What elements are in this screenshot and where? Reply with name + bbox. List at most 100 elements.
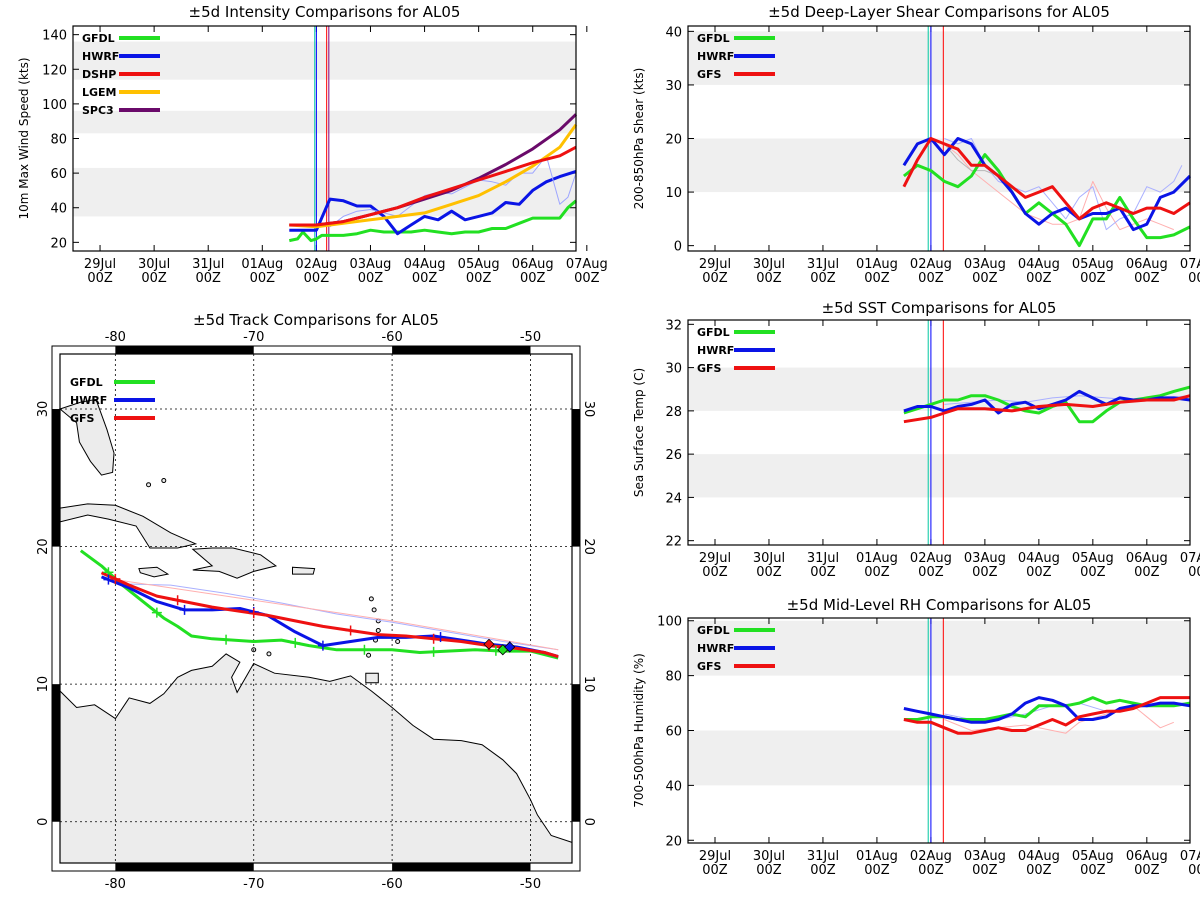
chart-title: ±5d Deep-Layer Shear Comparisons for AL0… (768, 3, 1110, 21)
y-tick-label: 80 (50, 133, 67, 148)
lat-tick-label: 0 (36, 818, 51, 826)
land-puerto-rico (292, 566, 316, 575)
x-tick-sublabel: 00Z (756, 271, 782, 286)
x-tick-sublabel: 00Z (702, 863, 728, 878)
series-line-gfs (902, 137, 1191, 221)
lon-tick-label: -80 (105, 877, 126, 892)
y-tick-label: 26 (665, 448, 682, 463)
map-frame (59, 353, 573, 864)
x-tick-label: 31Jul (807, 257, 839, 272)
series-line-gfdl (288, 199, 577, 243)
x-tick-label: 01Aug (241, 257, 283, 272)
x-tick-label: 07Aug (1180, 257, 1200, 272)
land-florida (58, 398, 115, 476)
lat-tick-label: 30 (581, 401, 596, 418)
y-tick-label: 120 (42, 63, 67, 78)
y-tick-label: 40 (665, 779, 682, 794)
x-tick-sublabel: 00Z (1134, 271, 1160, 286)
series-line-dshp (289, 145, 577, 227)
x-tick-sublabel: 00Z (87, 271, 113, 286)
y-tick-label: 28 (665, 405, 682, 420)
land-south-america (59, 653, 573, 864)
lat-tick-label: 10 (36, 676, 51, 693)
series-line-hwrf (289, 169, 577, 236)
legend-label: GFDL (82, 32, 115, 45)
x-tick-sublabel: 00Z (810, 565, 836, 580)
shade-band (688, 454, 1190, 498)
y-tick-label: 100 (657, 615, 682, 630)
land-cuba (59, 503, 198, 549)
lat-tick-label: 20 (581, 538, 596, 555)
x-tick-sublabel: 00Z (466, 271, 492, 286)
x-tick-sublabel: 00Z (520, 271, 546, 286)
lon-tick-label: -70 (243, 877, 264, 892)
x-tick-label: 05Aug (458, 257, 500, 272)
map-border-segment (572, 684, 580, 822)
x-tick-sublabel: 00Z (1188, 565, 1200, 580)
lat-tick-label: 10 (581, 676, 596, 693)
x-tick-label: 01Aug (856, 551, 898, 566)
lon-tick-label: -60 (381, 330, 402, 345)
x-tick-label: 07Aug (566, 257, 608, 272)
x-tick-sublabel: 00Z (756, 863, 782, 878)
x-tick-label: 05Aug (1072, 849, 1114, 864)
map-border-segment (115, 346, 254, 354)
track-chart: ±5d Track Comparisons for AL05 -80 -80 -70 -… (36, 311, 596, 892)
lat-tick-label: 0 (581, 818, 596, 826)
x-tick-sublabel: 00Z (810, 271, 836, 286)
y-tick-label: 60 (665, 725, 682, 740)
legend-label: LGEM (82, 86, 117, 99)
lon-tick-label: -60 (381, 877, 402, 892)
x-tick-label: 31Jul (192, 257, 224, 272)
x-tick-sublabel: 00Z (1134, 863, 1160, 878)
legend-label: DSHP (82, 68, 116, 81)
y-tick-label: 20 (665, 133, 682, 148)
x-tick-sublabel: 00Z (1026, 565, 1052, 580)
x-tick-sublabel: 00Z (918, 863, 944, 878)
x-tick-sublabel: 00Z (1080, 565, 1106, 580)
y-tick-label: 30 (665, 79, 682, 94)
y-axis-label: 200-850hPa Shear (kts) (632, 68, 646, 210)
map-border-segment (572, 409, 580, 547)
x-tick-sublabel: 00Z (972, 863, 998, 878)
y-tick-label: 0 (674, 240, 682, 255)
x-tick-sublabel: 00Z (141, 271, 167, 286)
x-tick-label: 04Aug (1018, 551, 1060, 566)
x-tick-sublabel: 00Z (1026, 271, 1052, 286)
land-small-island (395, 639, 401, 645)
track-line-gfs-prev (115, 579, 559, 651)
legend-label: GFS (697, 660, 722, 673)
x-tick-label: 02Aug (910, 849, 952, 864)
y-tick-label: 40 (50, 202, 67, 217)
x-tick-label: 07Aug (1180, 551, 1200, 566)
chart-title: ±5d SST Comparisons for AL05 (822, 299, 1057, 317)
land-small-island (161, 478, 167, 484)
land-small-island (371, 607, 377, 613)
shear-chart: ±5d Deep-Layer Shear Comparisons for AL0… (632, 3, 1200, 286)
x-tick-label: 02Aug (295, 257, 337, 272)
y-tick-label: 140 (42, 29, 67, 44)
land-masses (58, 398, 573, 864)
x-tick-label: 31Jul (807, 551, 839, 566)
lon-tick-label: -70 (243, 330, 264, 345)
x-tick-sublabel: 00Z (1026, 863, 1052, 878)
x-tick-label: 02Aug (910, 257, 952, 272)
x-tick-sublabel: 00Z (1080, 863, 1106, 878)
x-tick-sublabel: 00Z (864, 863, 890, 878)
track-line-hwrf-prev (115, 583, 559, 651)
series-line-hwrf (903, 696, 1191, 724)
x-tick-sublabel: 00Z (1188, 863, 1200, 878)
x-tick-label: 04Aug (404, 257, 446, 272)
land-trinidad (365, 672, 379, 684)
x-tick-label: 06Aug (1126, 257, 1168, 272)
x-tick-label: 04Aug (1018, 257, 1060, 272)
x-tick-sublabel: 00Z (810, 863, 836, 878)
land-hispaniola (191, 547, 278, 579)
x-tick-sublabel: 00Z (756, 565, 782, 580)
x-tick-sublabel: 00Z (918, 271, 944, 286)
y-tick-label: 22 (665, 535, 682, 550)
legend-label: HWRF (697, 344, 734, 357)
chart-title: ±5d Track Comparisons for AL05 (193, 311, 439, 329)
legend-label: GFDL (697, 624, 730, 637)
